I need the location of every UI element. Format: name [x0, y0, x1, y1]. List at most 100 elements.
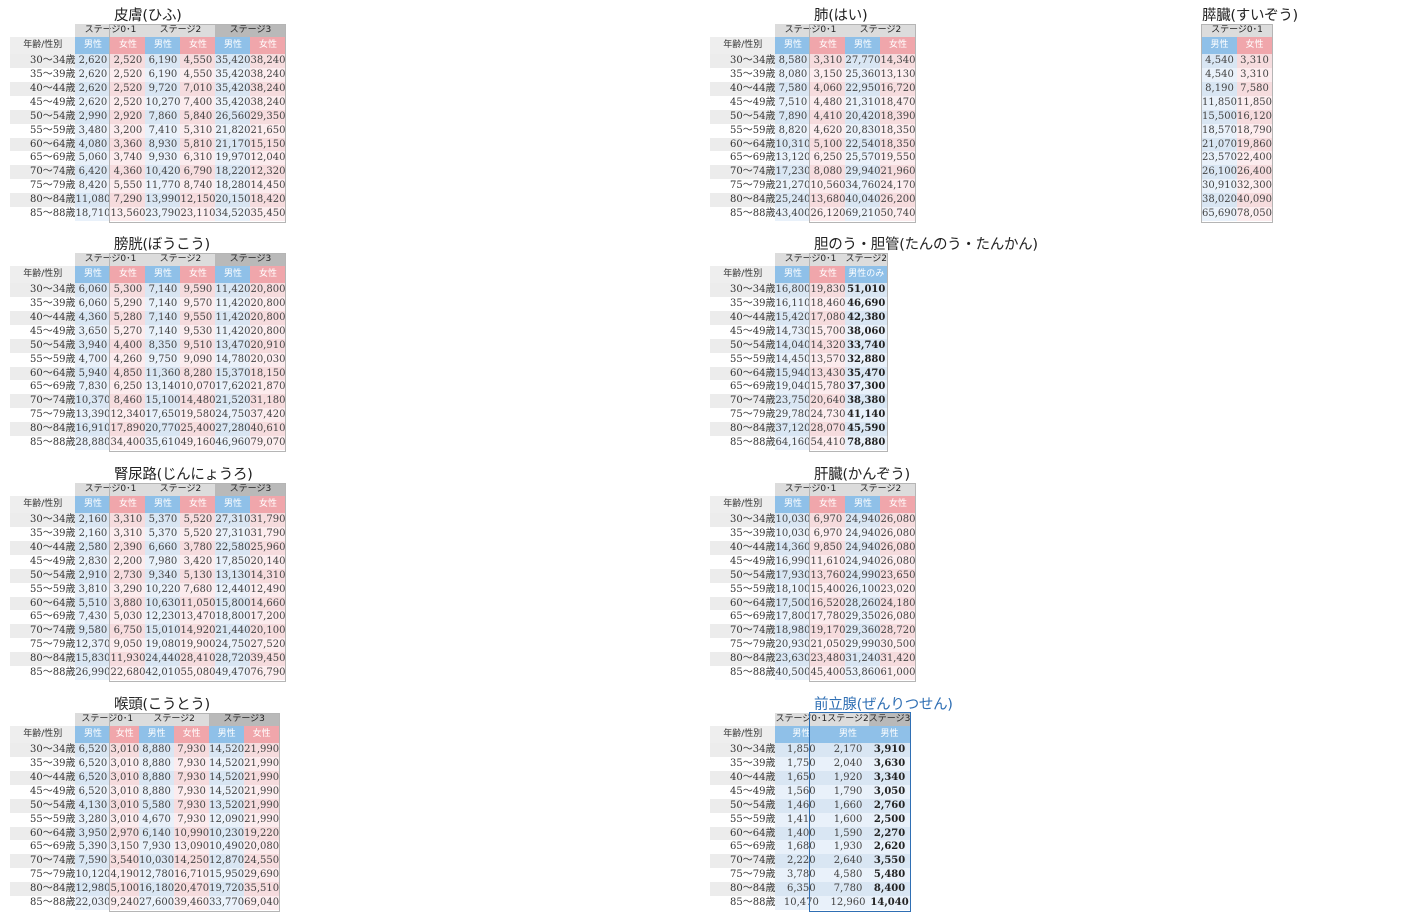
cost-cell: 17,200 — [250, 610, 286, 625]
table-row: 75～79歳 8,420 5,550 11,770 8,740 18,280 14,450 — [10, 179, 286, 194]
cost-cell: 20,930 — [775, 638, 811, 653]
cost-cell: 18,420 — [250, 193, 286, 208]
cost-cell: 1,930 — [827, 840, 869, 855]
cost-cell: 6,310 — [180, 151, 216, 166]
age-label: 55～59歳 — [710, 123, 776, 138]
cost-cell: 26,400 — [1237, 165, 1272, 180]
cost-cell: 18,280 — [215, 179, 251, 194]
cost-cell: 3,880 — [110, 596, 146, 611]
stage-header: ステージ2 — [845, 24, 916, 37]
cost-cell: 7,510 — [775, 95, 811, 110]
cost-cell: 4,130 — [75, 798, 111, 813]
cost-cell: 7,980 — [145, 554, 181, 569]
cost-cell: 28,410 — [180, 652, 216, 667]
table-row: 45～49歳 16,990 11,610 24,940 26,080 — [710, 554, 916, 569]
age-label: 75～79歳 — [10, 868, 76, 883]
cost-cell: 8,280 — [180, 366, 216, 381]
cost-cell: 35,420 — [215, 54, 251, 68]
age-label: 45～49歳 — [10, 95, 76, 110]
table-row: 70～74歳 23,750 20,640 38,380 — [710, 394, 887, 409]
cost-cell: 18,100 — [775, 582, 811, 597]
cost-cell: 2,390 — [110, 540, 146, 555]
cost-cell: 22,540 — [845, 137, 881, 152]
panel-title: 胆のう・胆管(たんのう・たんかん) — [814, 237, 1038, 253]
age-sex-header: 年齢/性別 — [710, 266, 776, 283]
cost-cell: 2,220 — [775, 854, 828, 869]
price-table: ステージ0･1 ステージ2 ステージ3 年齢/性別 男性 女性 男性 女性 男性 女性 30～34歳… — [10, 483, 286, 681]
cost-cell: 18,390 — [880, 109, 916, 124]
cost-cell: 29,350 — [845, 610, 881, 625]
cost-cell: 25,570 — [845, 151, 881, 166]
cost-cell: 7,930 — [174, 743, 210, 757]
table-row: 65～69歳 7,430 5,030 12,230 13,470 18,800 17,200 — [10, 610, 286, 625]
cost-cell: 65,690 — [1202, 207, 1237, 222]
price-table: ステージ0･1 ステージ2 年齢/性別 男性 女性 男性 女性 30～34歳 8,580 3,31… — [710, 24, 916, 222]
cost-cell: 4,550 — [180, 67, 216, 82]
cost-cell: 10,030 — [139, 854, 175, 869]
table-row: 55～59歳 3,810 3,290 10,220 7,680 12,440 12,490 — [10, 582, 286, 597]
table-row: 30～34歳 10,030 6,970 24,940 26,080 — [710, 513, 916, 527]
cost-cell: 14,660 — [250, 596, 286, 611]
cost-cell: 2,990 — [75, 109, 111, 124]
table-row: 80～84歳 11,080 7,290 13,990 12,150 20,150 18,42… — [10, 193, 286, 208]
cost-cell: 31,420 — [880, 652, 916, 667]
age-label: 60～64歳 — [10, 596, 76, 611]
age-label: 40～44歳 — [710, 540, 776, 555]
cost-cell: 3,630 — [868, 756, 911, 771]
cost-cell: 4,540 — [1202, 54, 1237, 68]
table-row: 40～44歳 4,360 5,280 7,140 9,550 11,420 20,800 — [10, 310, 286, 325]
cost-cell: 1,920 — [827, 770, 869, 785]
cost-cell: 17,080 — [810, 310, 846, 325]
cost-cell: 2,580 — [75, 540, 111, 555]
table-row: 40～44歳 6,520 3,010 8,880 7,930 14,520 21,990 — [10, 770, 280, 785]
stage-header: ステージ0･1 — [75, 253, 146, 266]
cost-cell: 25,360 — [845, 67, 881, 82]
panel-title: 喉頭(こうとう) — [114, 697, 210, 713]
cost-cell: 29,780 — [775, 408, 811, 423]
cost-cell: 21,990 — [244, 743, 280, 757]
cost-cell: 5,370 — [145, 513, 181, 527]
cost-cell: 17,500 — [775, 596, 811, 611]
cost-cell: 10,230 — [209, 826, 245, 841]
cost-cell: 20,800 — [250, 283, 286, 297]
price-table: ステージ0･1 男性 女性 4,540 3,310 4,540 3,310 8,190 7,58… — [1202, 24, 1272, 222]
cost-cell: 8,880 — [139, 784, 175, 799]
cost-cell: 20,800 — [250, 296, 286, 311]
cost-cell: 28,720 — [215, 652, 251, 667]
cost-cell: 14,520 — [209, 770, 245, 785]
cost-cell: 10,630 — [145, 596, 181, 611]
age-label: 85～88歳 — [10, 896, 76, 911]
age-label: 50～54歳 — [710, 568, 776, 583]
cost-cell: 9,530 — [180, 324, 216, 339]
table-row: 75～79歳 10,120 4,190 12,780 16,710 15,950 29,69… — [10, 868, 280, 883]
cost-cell: 9,720 — [145, 81, 181, 96]
cost-cell: 8,350 — [145, 338, 181, 353]
cost-cell: 49,470 — [215, 666, 251, 681]
cost-cell: 6,140 — [139, 826, 175, 841]
table-row: 75～79歳 13,390 12,340 17,650 19,580 24,750 37,4… — [10, 408, 286, 423]
cost-cell: 21,520 — [215, 394, 251, 409]
age-label: 45～49歳 — [10, 324, 76, 339]
cost-cell: 14,520 — [209, 743, 245, 757]
cost-cell: 4,670 — [139, 812, 175, 827]
cost-cell: 22,400 — [1237, 151, 1272, 166]
table-row: 38,020 40,090 — [1202, 193, 1272, 208]
cost-cell: 3,310 — [810, 54, 846, 68]
cost-cell: 17,780 — [810, 610, 846, 625]
table-row: 80～84歳 23,630 23,480 31,240 31,420 — [710, 652, 916, 667]
cost-cell: 19,970 — [215, 151, 251, 166]
age-label: 75～79歳 — [710, 408, 776, 423]
age-label: 65～69歳 — [710, 151, 776, 166]
age-label: 75～79歳 — [10, 179, 76, 194]
cost-cell: 22,950 — [845, 81, 881, 96]
table-row: 80～84歳 25,240 13,680 40,040 26,200 — [710, 193, 916, 208]
female-header: 女性 — [880, 496, 916, 513]
table-row: 65～69歳 17,800 17,780 29,350 26,080 — [710, 610, 916, 625]
age-label: 80～84歳 — [10, 422, 76, 437]
age-label: 35～39歳 — [710, 67, 776, 82]
cost-cell: 26,120 — [810, 207, 846, 222]
table-row: 70～74歳 9,580 6,750 15,010 14,920 21,440 20,100 — [10, 624, 286, 639]
male-header: 男性のみ — [845, 266, 887, 283]
age-label: 50～54歳 — [10, 338, 76, 353]
age-label: 45～49歳 — [710, 554, 776, 569]
